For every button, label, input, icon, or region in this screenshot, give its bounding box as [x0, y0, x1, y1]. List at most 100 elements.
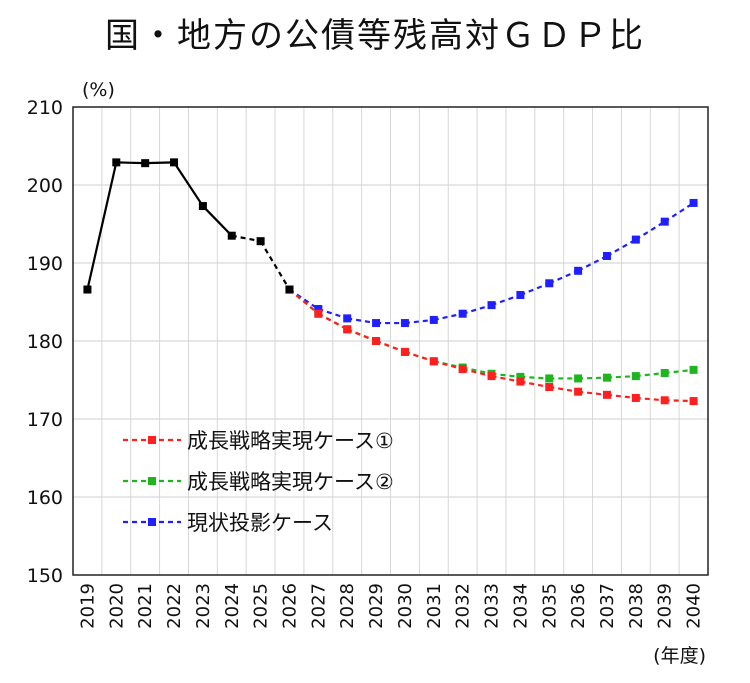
series-segment: [635, 220, 666, 241]
series-segment: [520, 380, 550, 389]
series-segment: [664, 202, 695, 223]
x-tick-label: 2024: [222, 583, 243, 629]
data-point: [602, 390, 611, 399]
data-point: [400, 319, 409, 328]
data-point: [574, 387, 583, 396]
series-segment: [578, 376, 608, 380]
legend-label: 現状投影ケース: [187, 511, 333, 535]
plot-frame: [72, 106, 709, 576]
series-segment: [288, 288, 319, 310]
series-segment: [635, 396, 665, 402]
y-tick-label: 210: [27, 97, 63, 119]
data-point: [660, 396, 669, 405]
series-segment: [317, 312, 348, 331]
data-point: [372, 319, 381, 328]
series-segment: [664, 399, 694, 403]
data-point: [198, 202, 207, 211]
series-segment: [347, 317, 377, 325]
data-point: [602, 251, 611, 260]
data-point: [602, 373, 611, 382]
series-segment: [606, 238, 637, 257]
legend: 成長戦略実現ケース① 成長戦略実現ケース② 現状投影ケース: [123, 429, 394, 535]
chart-title: 国・地方の公債等残高対ＧＤＰ比: [105, 16, 645, 56]
data-point: [516, 377, 525, 386]
data-point: [400, 347, 409, 356]
legend-marker: [148, 477, 156, 485]
series-segment: [404, 318, 434, 325]
data-point: [689, 198, 698, 207]
x-axis: 2019 2020 2021 2022 2023 2024 2025 2026 2027 2028…: [77, 583, 704, 629]
series-segment: [433, 360, 463, 371]
x-tick-label: 2039: [655, 583, 676, 629]
series-segment: [520, 375, 550, 380]
series-segment: [462, 366, 492, 375]
data-point: [631, 372, 640, 381]
series-segment: [259, 240, 291, 291]
y-tick-label: 150: [27, 565, 63, 587]
data-point: [487, 301, 496, 310]
series-segment: [635, 371, 665, 378]
x-tick-label: 2035: [539, 583, 560, 629]
x-tick-label: 2019: [77, 583, 98, 629]
grid-lines: [73, 106, 708, 576]
x-tick-label: 2030: [395, 583, 416, 629]
x-tick-label: 2020: [106, 583, 127, 629]
x-tick-label: 2027: [308, 583, 329, 629]
data-point: [574, 266, 583, 275]
x-unit-label: (年度): [653, 645, 706, 667]
data-point: [574, 374, 583, 383]
series-segment: [577, 390, 608, 396]
legend-marker: [148, 436, 156, 444]
x-tick-label: 2021: [135, 583, 156, 629]
series-segment: [173, 161, 204, 207]
series-lines: [86, 161, 695, 403]
data-point: [545, 374, 554, 383]
data-point: [343, 314, 352, 323]
x-tick-label: 2031: [424, 583, 445, 629]
x-tick-label: 2040: [684, 583, 705, 629]
series-segment: [549, 385, 579, 393]
data-point: [429, 357, 438, 366]
series-segment: [116, 161, 146, 165]
data-point: [545, 279, 554, 288]
data-point: [545, 383, 554, 392]
data-point: [487, 372, 496, 381]
x-tick-label: 2023: [193, 583, 214, 629]
series-segment: [577, 255, 608, 272]
series-segment: [145, 161, 175, 165]
data-point: [660, 368, 669, 377]
x-tick-label: 2022: [164, 583, 185, 629]
data-point: [314, 309, 323, 318]
data-point: [256, 237, 265, 246]
series-segment: [462, 368, 492, 378]
y-axis: 150 160 170 180 190 200 210: [27, 97, 63, 587]
data-point: [631, 393, 640, 402]
y-tick-label: 180: [27, 331, 63, 353]
series-segment: [664, 368, 694, 375]
data-point: [343, 325, 352, 334]
x-tick-label: 2029: [366, 583, 387, 629]
series-segment: [288, 288, 320, 315]
data-point: [372, 337, 381, 345]
x-tick-label: 2025: [251, 583, 272, 629]
y-tick-label: 190: [27, 253, 63, 275]
data-point: [170, 158, 179, 167]
x-tick-label: 2028: [337, 583, 358, 629]
data-point: [689, 365, 698, 374]
x-tick-label: 2034: [510, 583, 531, 629]
legend-marker: [148, 518, 156, 526]
data-point: [458, 365, 467, 374]
y-tick-label: 170: [27, 409, 63, 431]
data-point: [689, 397, 698, 406]
series-segment: [202, 205, 233, 237]
y-tick-label: 160: [27, 487, 63, 509]
data-point: [141, 159, 150, 168]
data-point: [112, 158, 121, 167]
legend-label: 成長戦略実現ケース②: [187, 470, 394, 494]
data-point: [429, 315, 438, 324]
series-segment: [606, 393, 636, 400]
x-tick-label: 2032: [453, 583, 474, 629]
series-segment: [491, 375, 521, 383]
data-point: [631, 235, 640, 244]
